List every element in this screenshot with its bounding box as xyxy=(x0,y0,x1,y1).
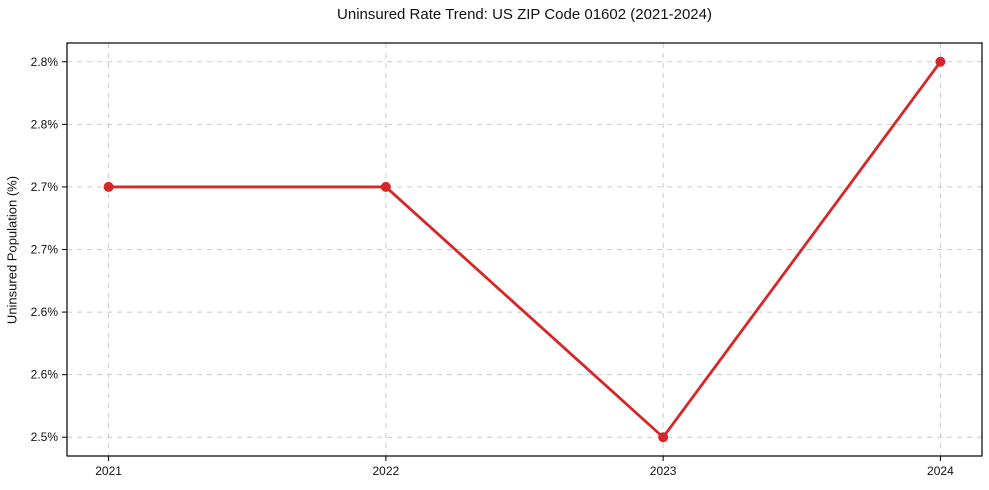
y-tick-label: 2.7% xyxy=(31,243,59,257)
data-point xyxy=(935,56,946,67)
x-tick-label: 2024 xyxy=(927,464,954,478)
x-tick-label: 2021 xyxy=(95,464,122,478)
trend-line xyxy=(107,60,942,439)
y-tick-label: 2.7% xyxy=(31,180,59,194)
data-point xyxy=(658,432,669,443)
plot-border xyxy=(66,42,983,457)
x-tick-label: 2022 xyxy=(373,464,400,478)
y-tick-label: 2.6% xyxy=(31,368,59,382)
y-tick-label: 2.8% xyxy=(31,117,59,131)
y-tick-label: 2.6% xyxy=(31,305,59,319)
y-tick-label: 2.8% xyxy=(31,55,59,69)
chart-title: Uninsured Rate Trend: US ZIP Code 01602 … xyxy=(337,6,712,23)
x-tick-label: 2023 xyxy=(650,464,677,478)
data-point xyxy=(380,181,391,192)
data-point xyxy=(103,181,114,192)
y-tick-label: 2.5% xyxy=(31,430,59,444)
